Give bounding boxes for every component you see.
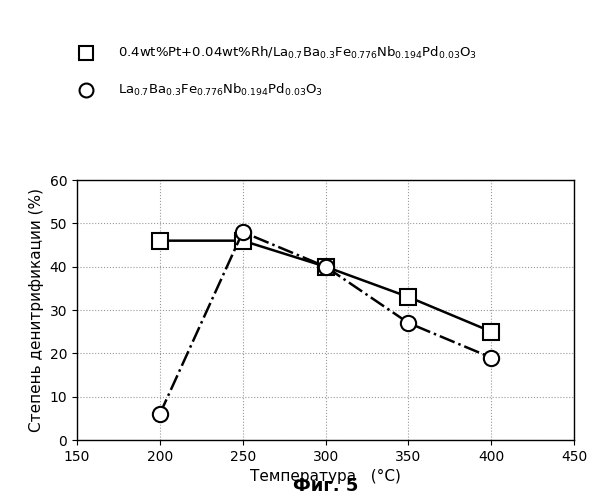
Y-axis label: Степень денитрификации (%): Степень денитрификации (%) — [29, 188, 44, 432]
Text: La$_{0.7}$Ba$_{0.3}$Fe$_{0.776}$Nb$_{0.194}$Pd$_{0.03}$O$_3$: La$_{0.7}$Ba$_{0.3}$Fe$_{0.776}$Nb$_{0.1… — [118, 82, 323, 98]
Text: Фиг. 5: Фиг. 5 — [293, 477, 358, 495]
X-axis label: Температура   (°С): Температура (°С) — [250, 470, 401, 484]
Text: 0.4wt%Pt+0.04wt%Rh/La$_{0.7}$Ba$_{0.3}$Fe$_{0.776}$Nb$_{0.194}$Pd$_{0.03}$O$_3$: 0.4wt%Pt+0.04wt%Rh/La$_{0.7}$Ba$_{0.3}$F… — [118, 44, 478, 60]
